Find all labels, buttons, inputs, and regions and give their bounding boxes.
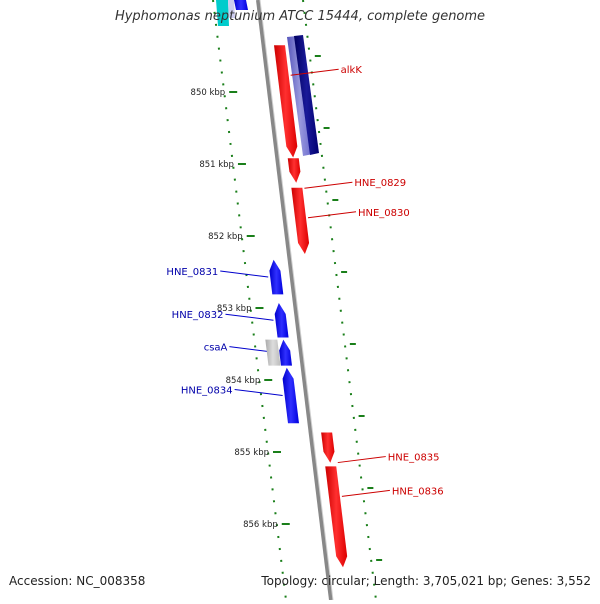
- gene-label-line: [307, 211, 357, 219]
- gene-arrow-HNE_0836[interactable]: [325, 466, 348, 568]
- gene-label-HNE_0835[interactable]: HNE_0835: [388, 453, 440, 464]
- accession-label: Accession: NC_008358: [9, 574, 146, 588]
- gene-label-HNE_0831[interactable]: HNE_0831: [166, 267, 218, 278]
- scale-tick-label: 851 kbp: [199, 160, 234, 170]
- gene-arrow-HNE_0831[interactable]: [269, 259, 284, 295]
- partial-gene-pale: [228, 0, 235, 18]
- scale-tick-label: 856 kbp: [243, 520, 278, 530]
- gene-label-HNE_0830[interactable]: HNE_0830: [358, 208, 410, 219]
- scale-tick-label: 855 kbp: [234, 448, 269, 458]
- gene-features: alkK HNE_0829 HNE_0830 HNE_0831 HNE_0832 csaA…: [166, 45, 444, 568]
- gene-arrow-alkK[interactable]: [273, 45, 298, 158]
- gene-arrow-HNE_0834[interactable]: [282, 367, 299, 424]
- scale-tick-label: 850 kbp: [191, 88, 226, 98]
- gene-label-line: [337, 456, 386, 464]
- scale-ticks: 850 kbp 851 kbp 852 kbp 853 kbp 854 kbp 855 k…: [191, 55, 383, 561]
- gene-label-line: [225, 313, 274, 321]
- genome-backbone: [256, 0, 333, 601]
- gene-label-HNE_0829[interactable]: HNE_0829: [354, 178, 406, 189]
- gene-label-line: [304, 181, 353, 189]
- gene-label-HNE_0836[interactable]: HNE_0836: [392, 486, 444, 497]
- scale-tick-label: 852 kbp: [208, 232, 243, 242]
- partial-gene-cyan: [216, 0, 229, 26]
- gene-arrow-csaA[interactable]: [279, 339, 292, 366]
- gene-label-csaA[interactable]: csaA: [204, 343, 228, 354]
- gene-label-line: [234, 388, 283, 396]
- gene-label-alkK[interactable]: alkK: [341, 65, 363, 76]
- gene-arrow-HNE_0829[interactable]: [287, 158, 301, 183]
- gene-label-HNE_0834[interactable]: HNE_0834: [181, 385, 233, 396]
- scale-tick-label: 853 kbp: [217, 304, 252, 314]
- gene-label-HNE_0832[interactable]: HNE_0832: [172, 310, 224, 321]
- genome-backbone-highlight: [259, 0, 334, 601]
- misc-feature: [265, 339, 281, 366]
- gene-label-line: [220, 270, 269, 278]
- gene-label-line: [290, 68, 339, 76]
- overlap-gene-dark: [294, 35, 319, 155]
- scale-tick-label: 854 kbp: [226, 376, 261, 386]
- gene-arrow-HNE_0832[interactable]: [274, 302, 289, 338]
- partial-gene-blue: [234, 0, 248, 10]
- genome-summary: Topology: circular; Length: 3,705,021 bp…: [261, 574, 591, 588]
- gene-label-line: [341, 489, 390, 497]
- gene-arrow-HNE_0835[interactable]: [321, 432, 335, 463]
- gene-arrow-HNE_0830[interactable]: [291, 187, 310, 254]
- page-title: Hyphomonas neptunium ATCC 15444, complet…: [114, 9, 486, 24]
